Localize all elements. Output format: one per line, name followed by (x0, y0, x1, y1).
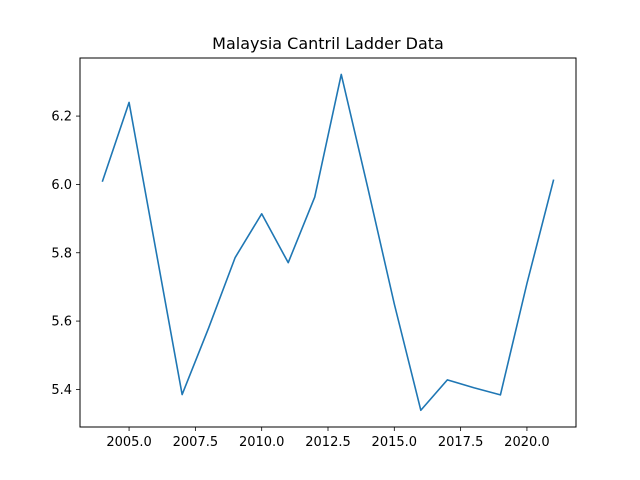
x-tick-label: 2010.0 (239, 435, 285, 450)
plot-frame (79, 57, 577, 428)
y-tick-label: 5.4 (51, 383, 72, 398)
x-tick-label: 2020.0 (504, 435, 550, 450)
y-tick-label: 5.8 (51, 246, 72, 261)
y-tick-label: 6.2 (51, 110, 72, 125)
x-tick-label: 2007.5 (173, 435, 219, 450)
x-tick-label: 2015.0 (372, 435, 418, 450)
chart-title: Malaysia Cantril Ladder Data (212, 34, 444, 53)
series-line (101, 73, 555, 412)
y-tick-label: 5.6 (51, 315, 72, 330)
x-tick-label: 2012.5 (305, 435, 351, 450)
x-tick-label: 2017.5 (438, 435, 484, 450)
y-tick-label: 6.0 (51, 178, 72, 193)
x-tick-label: 2005.0 (106, 435, 152, 450)
plot-area: 2005.0 2007.5 2010.0 2012.5 2015.0 2017.5 2020… (51, 73, 555, 450)
